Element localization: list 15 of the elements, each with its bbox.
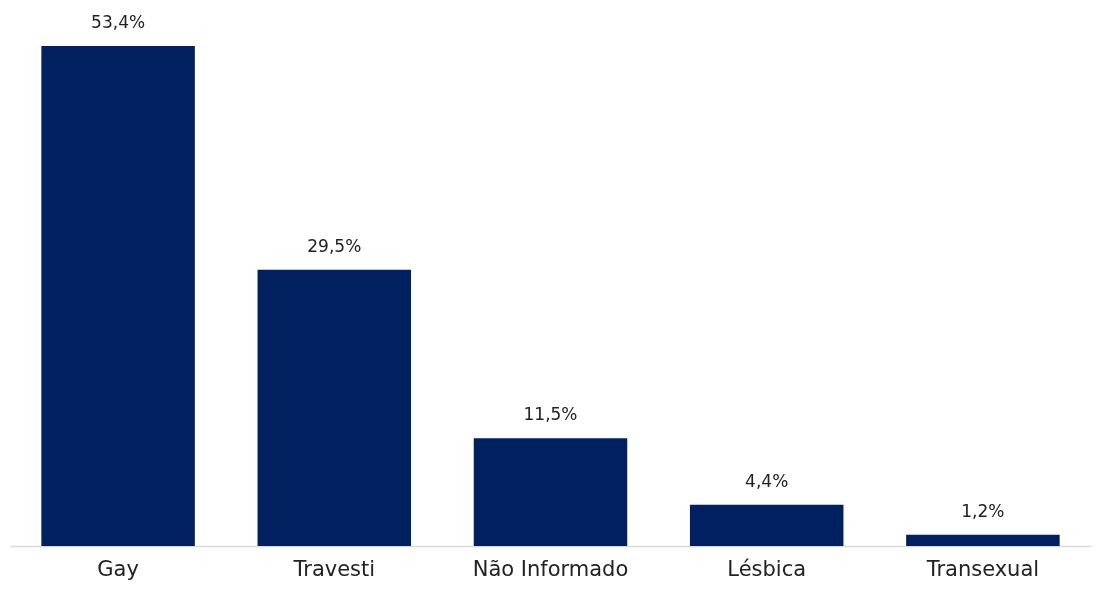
data-label: 29,5% [307, 235, 362, 256]
bar [689, 504, 844, 546]
bar [41, 46, 195, 546]
x-tick-label: Transexual [925, 556, 1040, 581]
bar [257, 269, 412, 546]
data-label: 4,4% [745, 470, 789, 491]
data-label: 11,5% [523, 404, 578, 425]
data-label: 53,4% [91, 12, 146, 32]
x-tick-label: Travesti [292, 556, 376, 581]
bar [906, 534, 1060, 546]
bar [473, 438, 628, 546]
x-tick-label: Não Informado [472, 556, 629, 581]
x-tick-label: Gay [97, 556, 139, 581]
data-label: 1,2% [961, 500, 1005, 521]
x-tick-label: Lésbica [727, 556, 807, 581]
